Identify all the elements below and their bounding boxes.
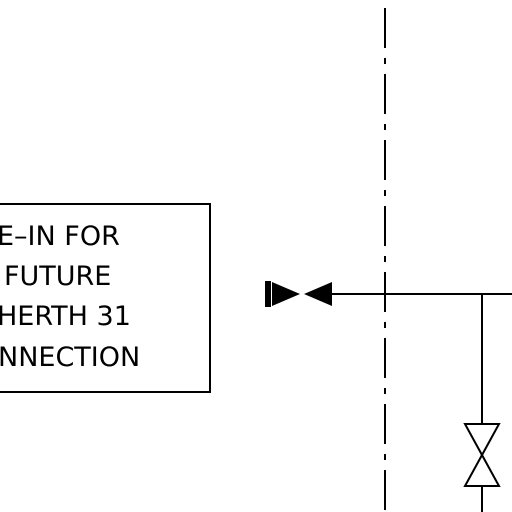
note-box: [0, 203, 211, 393]
valve-left-triangle: [272, 282, 300, 306]
note-line-4: NNECTION: [0, 342, 140, 373]
note-line-2: FUTURE: [4, 261, 111, 292]
valve-end-cap: [265, 281, 271, 307]
note-line-3: HERTH 31: [0, 301, 131, 332]
valve-right-triangle: [304, 282, 332, 306]
tie-in-valve-icon: [265, 281, 332, 307]
note-line-1: E–IN FOR: [0, 221, 120, 252]
branch-valve-upper: [463, 423, 501, 458]
tie-in-note: E–IN FOR FUTURE HERTH 31 NNECTION: [0, 203, 211, 393]
branch-gate-valve-icon: [463, 423, 501, 487]
branch-valve-lower: [463, 452, 501, 487]
